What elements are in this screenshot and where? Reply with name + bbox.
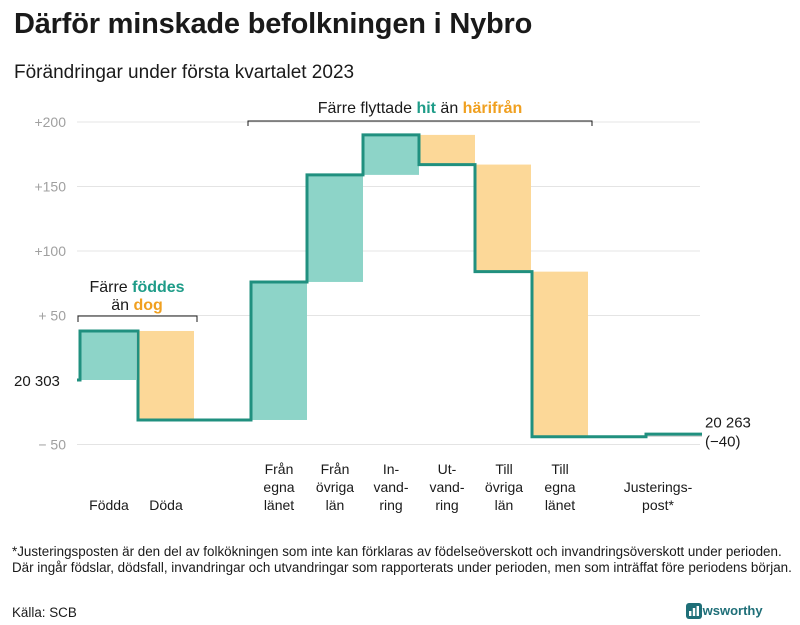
births-annotation-line2: än dog: [111, 297, 163, 314]
chart-subtitle: Förändringar under första kvartalet 2023: [14, 62, 355, 83]
births-bracket: [77, 315, 198, 322]
category-label: Födda: [89, 497, 129, 513]
bar: [251, 281, 307, 420]
bar: [363, 134, 419, 175]
start-value-label: 20 303: [14, 373, 60, 390]
y-tick-label: +150: [34, 179, 66, 195]
footnote: *Justeringsposten är den del av folkökni…: [12, 544, 792, 575]
moves-annotation: Färre flyttade hit än härifrån: [318, 99, 523, 117]
y-tick-label: +200: [34, 114, 66, 130]
y-tick-label: + 50: [38, 308, 66, 324]
y-tick-label: − 50: [38, 437, 66, 453]
brand-name: Newsworthy: [686, 603, 763, 618]
category-label: Till egna länet: [544, 461, 575, 513]
category-label: Döda: [149, 497, 183, 513]
category-label: Från egna länet: [263, 461, 294, 513]
y-tick-label: +100: [34, 243, 66, 259]
category-label: Ut-vand-ring: [429, 461, 464, 513]
bar: [80, 330, 136, 380]
bar-chart-icon: [686, 603, 702, 619]
source-label: Källa: SCB: [12, 605, 77, 620]
births-annotation: Färre föddes: [89, 279, 184, 296]
moves-bracket: [247, 120, 593, 126]
end-value-label: 20 263: [705, 415, 751, 432]
brand-logo: Newsworthy: [686, 603, 763, 619]
bar: [475, 164, 531, 272]
cumulative-line: [77, 133, 702, 439]
end-change-label: (−40): [705, 434, 740, 451]
category-label: In-vand-ring: [373, 461, 408, 513]
chart-title: Därför minskade befolkningen i Nybro: [14, 8, 533, 40]
category-label: Justerings-post*: [624, 479, 693, 513]
category-label: Från övriga län: [316, 461, 354, 513]
category-label: Till övriga län: [485, 461, 523, 513]
bar: [419, 134, 475, 165]
waterfall-chart: +200 +150 +100 + 50 − 50 20 303 20 263 (−40) Föd…: [14, 99, 751, 513]
bar: [307, 174, 363, 282]
bar: [532, 271, 588, 437]
bar: [138, 330, 194, 420]
